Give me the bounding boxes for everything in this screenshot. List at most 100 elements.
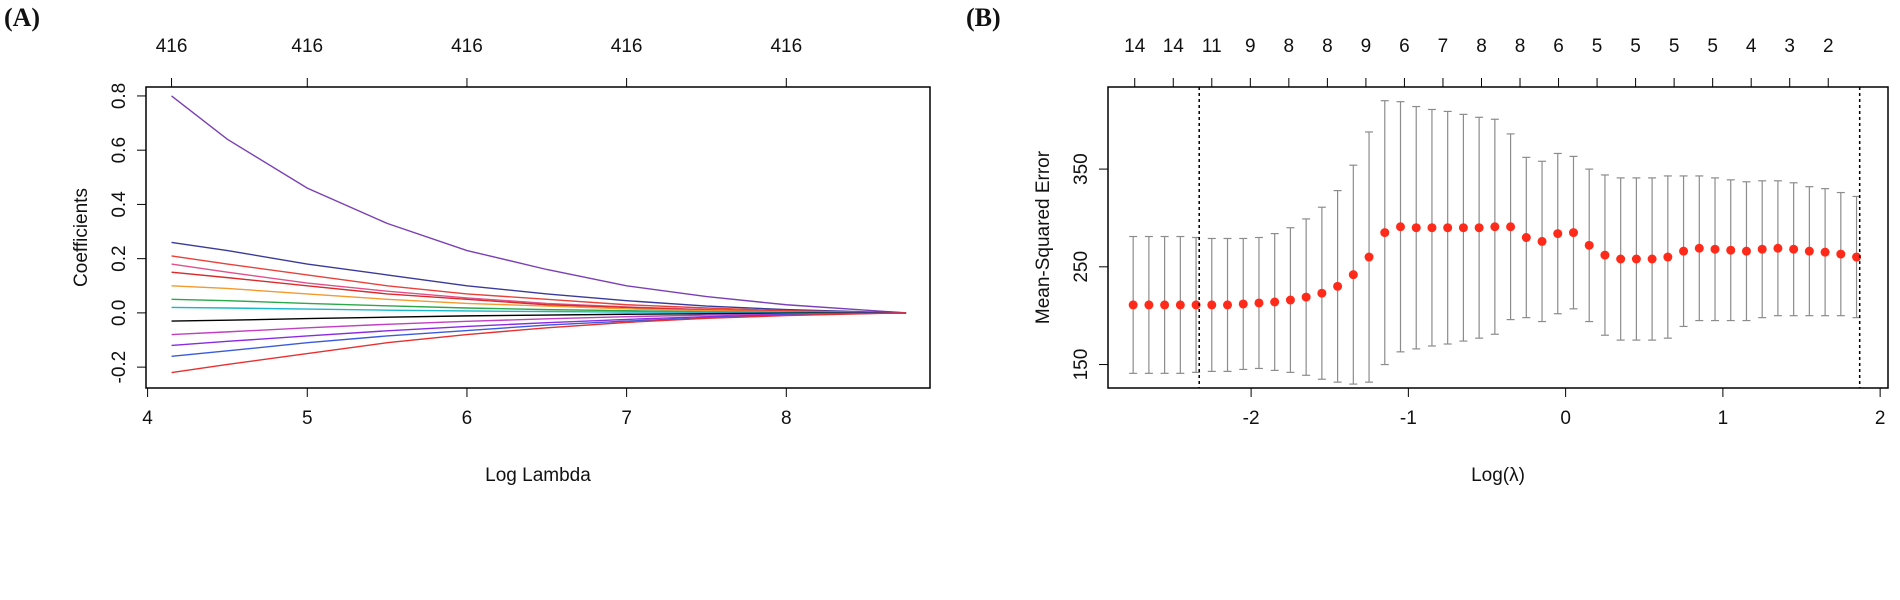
mse-point xyxy=(1757,244,1767,254)
mse-point xyxy=(1396,222,1405,232)
mse-point xyxy=(1427,223,1437,233)
mse-point xyxy=(1254,298,1264,308)
mse-point xyxy=(1160,300,1170,310)
top-tick-label: 8 xyxy=(1476,36,1487,57)
y-tick-label: 0.6 xyxy=(109,137,130,163)
x-tick-label: -1 xyxy=(1400,408,1417,429)
coefficient-path xyxy=(171,241,907,314)
top-tick-label: 8 xyxy=(1515,36,1526,57)
top-tick-label: 6 xyxy=(1553,36,1564,57)
mse-point xyxy=(1144,300,1154,310)
top-tick-label: 5 xyxy=(1669,36,1680,57)
x-tick-label: 8 xyxy=(781,408,792,429)
top-tick-label: 6 xyxy=(1399,36,1410,57)
mse-point xyxy=(1663,252,1673,262)
top-tick-label: 7 xyxy=(1438,36,1449,57)
top-tick-label: 9 xyxy=(1245,36,1256,57)
mse-point xyxy=(1380,228,1390,238)
top-tick-label: 5 xyxy=(1707,36,1718,57)
y-axis-title: Mean-Squared Error xyxy=(1033,150,1054,324)
top-tick-label: 4 xyxy=(1746,36,1757,57)
mse-point xyxy=(1270,297,1280,307)
y-tick-label: 0.4 xyxy=(109,191,130,218)
y-tick-label: -0.2 xyxy=(109,351,130,384)
top-tick-label: 3 xyxy=(1784,36,1795,57)
mse-point xyxy=(1411,223,1421,233)
panel-label: (B) xyxy=(966,3,1001,32)
mse-point xyxy=(1631,254,1641,264)
top-tick-label: 8 xyxy=(1284,36,1295,57)
coefficient-path xyxy=(171,312,907,374)
mse-point xyxy=(1175,300,1185,310)
top-tick-label: 9 xyxy=(1361,36,1372,57)
mse-point xyxy=(1506,222,1516,232)
x-tick-label: 2 xyxy=(1875,408,1886,429)
mse-point xyxy=(1741,246,1751,256)
x-tick-label: 0 xyxy=(1560,408,1571,429)
y-tick-label: 0.2 xyxy=(109,245,130,271)
top-tick-label: 416 xyxy=(291,36,323,57)
mse-point xyxy=(1600,250,1610,260)
x-tick-label: -2 xyxy=(1243,408,1260,429)
mse-point xyxy=(1223,300,1233,310)
mse-point xyxy=(1348,270,1358,280)
mse-point xyxy=(1773,243,1783,253)
x-axis-title: Log Lambda xyxy=(485,465,591,486)
x-tick-label: 7 xyxy=(621,408,632,429)
coefficient-path xyxy=(171,312,907,336)
top-tick-label: 2 xyxy=(1823,36,1834,57)
mse-point xyxy=(1789,244,1799,254)
top-tick-label: 14 xyxy=(1124,36,1146,57)
mse-point xyxy=(1333,281,1343,291)
top-tick-label: 14 xyxy=(1163,36,1185,57)
mse-point xyxy=(1804,246,1814,256)
top-tick-label: 416 xyxy=(611,36,643,57)
top-tick-label: 416 xyxy=(156,36,188,57)
mse-point xyxy=(1647,254,1657,264)
mse-point xyxy=(1301,292,1311,302)
mse-point xyxy=(1726,245,1736,255)
mse-point xyxy=(1710,244,1720,254)
mse-point xyxy=(1553,229,1563,239)
x-axis-title: Log(λ) xyxy=(1471,465,1525,486)
mse-point xyxy=(1474,223,1484,233)
mse-point xyxy=(1207,300,1217,310)
y-tick-label: 0.8 xyxy=(109,83,130,109)
mse-point xyxy=(1852,252,1862,262)
top-tick-label: 5 xyxy=(1592,36,1603,57)
mse-point xyxy=(1364,252,1374,262)
plot-frame xyxy=(145,86,931,389)
panel-label: (A) xyxy=(4,3,40,32)
y-axis-title: Coefficients xyxy=(71,188,92,287)
mse-point xyxy=(1238,299,1248,309)
x-tick-label: 6 xyxy=(462,408,473,429)
y-tick-label: 250 xyxy=(1071,251,1092,283)
mse-point xyxy=(1128,300,1138,310)
plot-frame xyxy=(1107,86,1889,389)
y-tick-label: 0.0 xyxy=(109,300,130,326)
y-tick-label: 350 xyxy=(1071,153,1092,185)
mse-point xyxy=(1458,223,1468,233)
top-tick-label: 416 xyxy=(451,36,483,57)
coefficient-path xyxy=(171,95,907,314)
mse-point xyxy=(1490,222,1500,232)
top-tick-label: 416 xyxy=(770,36,802,57)
mse-point xyxy=(1521,233,1531,242)
x-tick-label: 5 xyxy=(302,408,313,429)
x-tick-label: 1 xyxy=(1718,408,1729,429)
top-tick-label: 8 xyxy=(1322,36,1333,57)
mse-point xyxy=(1694,243,1704,253)
top-tick-label: 11 xyxy=(1202,36,1222,57)
mse-point xyxy=(1191,300,1201,310)
mse-point xyxy=(1820,247,1830,257)
mse-point xyxy=(1616,254,1626,264)
mse-point xyxy=(1537,236,1547,246)
top-tick-label: 5 xyxy=(1630,36,1641,57)
y-tick-label: 150 xyxy=(1071,349,1092,381)
mse-point xyxy=(1679,246,1689,256)
mse-point xyxy=(1584,240,1594,250)
mse-point xyxy=(1836,249,1846,259)
mse-point xyxy=(1285,295,1295,305)
mse-point xyxy=(1568,228,1578,238)
